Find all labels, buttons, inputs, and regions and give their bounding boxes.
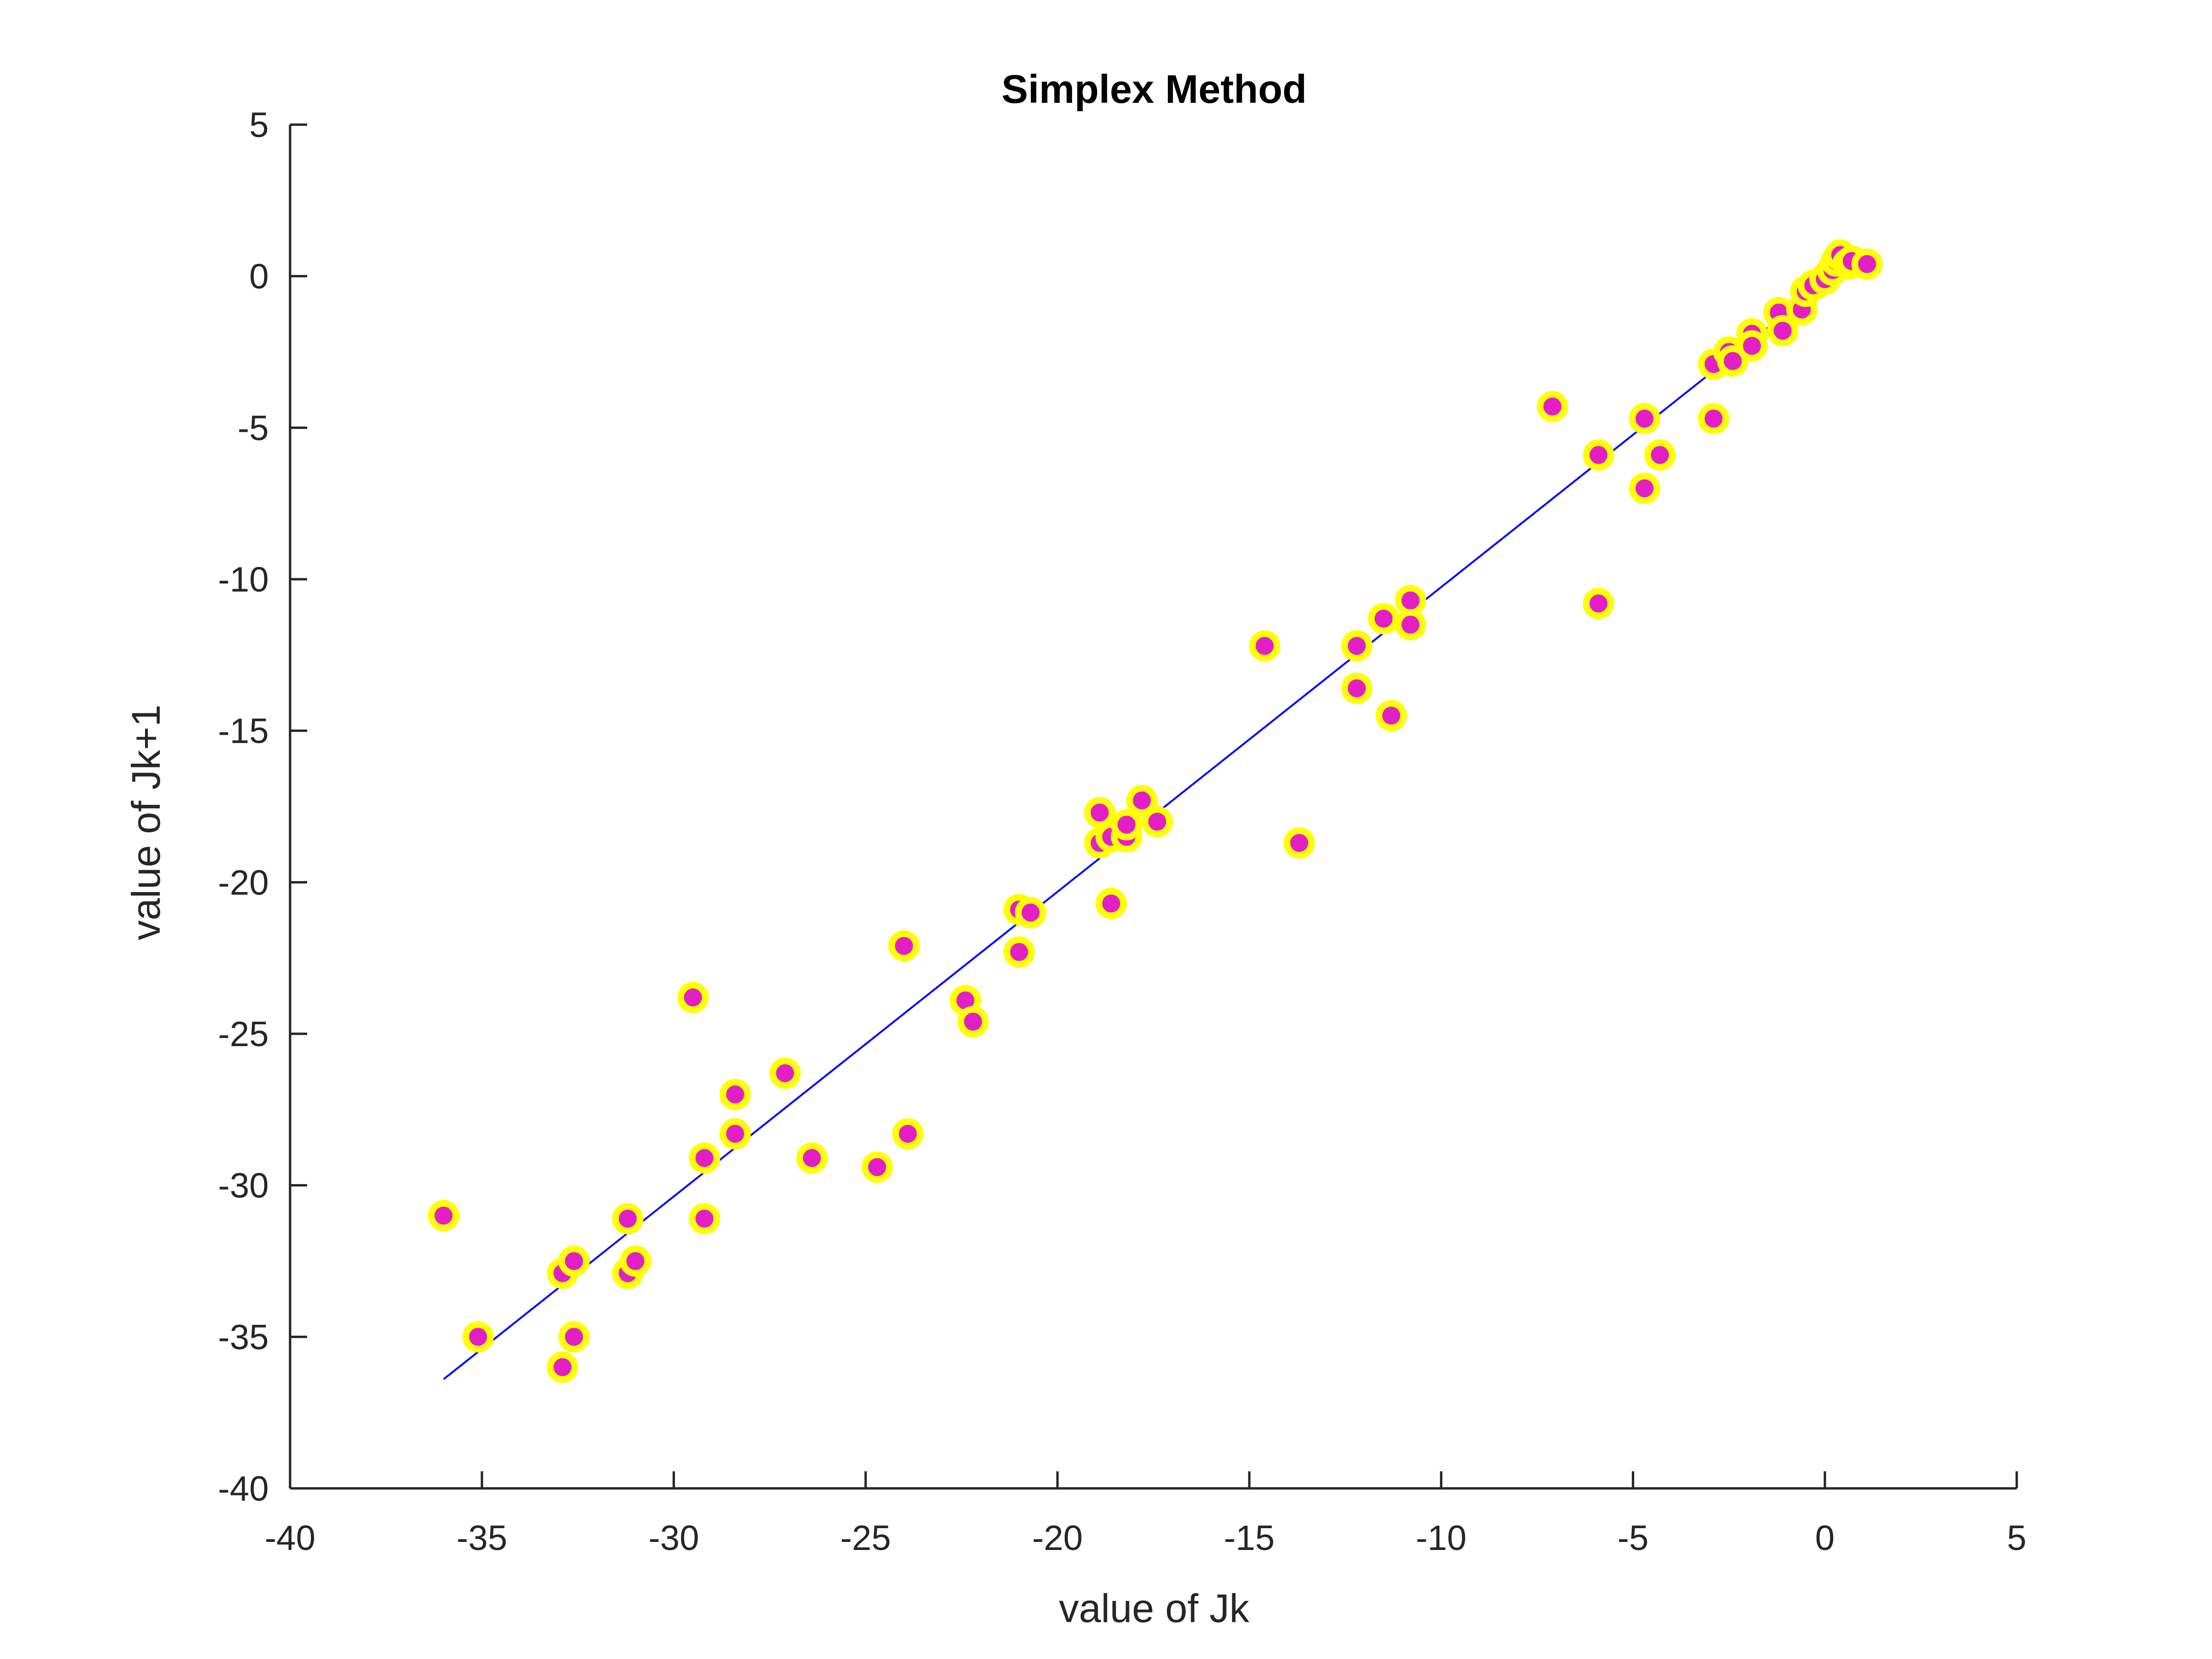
chart-title: Simplex Method — [1001, 67, 1307, 111]
scatter-point — [1583, 439, 1614, 471]
scatter-point — [957, 1006, 989, 1038]
scatter-point — [888, 930, 920, 962]
x-tick-label: -30 — [648, 1518, 699, 1558]
x-tick-label: -40 — [265, 1518, 316, 1558]
x-tick-label: 0 — [1815, 1518, 1835, 1558]
x-tick-label: -25 — [840, 1518, 891, 1558]
scatter-point — [719, 1118, 751, 1149]
scatter-point — [546, 1351, 578, 1383]
scatter-point — [619, 1245, 651, 1277]
x-axis-ticks: -40 -35 -30 -25 -20 -15 -10 -5 0 5 — [265, 1471, 2027, 1558]
scatter-point — [1084, 797, 1116, 829]
scatter-point — [1141, 806, 1173, 838]
scatter-point — [1851, 248, 1883, 280]
scatter-point — [892, 1118, 924, 1149]
scatter-point — [1284, 827, 1315, 859]
scatter-point — [1767, 315, 1799, 346]
scatter-point — [1375, 700, 1407, 731]
x-axis-title: value of Jk — [1059, 1586, 1250, 1631]
scatter-point — [1717, 345, 1748, 377]
scatter-point — [689, 1142, 720, 1174]
scatter-point — [1111, 809, 1142, 840]
scatter-point — [428, 1200, 459, 1231]
y-tick-label: 0 — [249, 257, 269, 296]
scatter-point — [612, 1203, 644, 1234]
scatter-point — [1394, 609, 1426, 640]
scatter-point — [1537, 391, 1568, 422]
y-tick-label: -5 — [237, 408, 269, 447]
scatter-point — [1698, 403, 1730, 435]
x-tick-label: -15 — [1224, 1518, 1274, 1558]
scatter-point — [1003, 936, 1035, 968]
scatter-point — [769, 1057, 801, 1089]
scatter-point — [1736, 330, 1768, 362]
axes — [289, 125, 2017, 1490]
scatter-point — [689, 1203, 720, 1234]
scatter-point — [1629, 403, 1660, 435]
y-tick-label: -30 — [218, 1166, 269, 1205]
x-tick-label: -5 — [1618, 1518, 1649, 1558]
scatter-point — [1368, 603, 1400, 635]
scatter-point — [796, 1142, 828, 1174]
y-tick-label: -20 — [218, 863, 269, 902]
y-tick-label: -25 — [218, 1014, 269, 1054]
x-tick-label: -35 — [456, 1518, 507, 1558]
scatter-point — [558, 1321, 590, 1353]
scatter-point — [1249, 630, 1281, 662]
x-tick-label: 5 — [2007, 1518, 2026, 1558]
scatter-series — [428, 239, 1883, 1383]
scatter-point — [861, 1151, 893, 1183]
y-tick-label: -15 — [218, 711, 269, 751]
scatter-point — [1629, 473, 1660, 504]
scatter-point — [1341, 673, 1373, 704]
scatter-point — [1644, 439, 1676, 471]
y-tick-label: -10 — [218, 560, 269, 599]
y-tick-label: 5 — [249, 105, 269, 145]
y-axis-ticks: -40 -35 -30 -25 -20 -15 -10 -5 0 5 — [218, 105, 307, 1508]
scatter-point — [1341, 630, 1373, 662]
scatter-point — [1015, 897, 1047, 929]
scatter-point — [1583, 588, 1614, 620]
scatter-point — [719, 1078, 751, 1110]
scatter-point — [677, 982, 709, 1013]
scatter-point — [1126, 784, 1158, 816]
scatter-point — [558, 1245, 590, 1277]
y-tick-label: -35 — [218, 1317, 269, 1357]
y-tick-label: -40 — [218, 1469, 269, 1508]
x-tick-label: -20 — [1032, 1518, 1083, 1558]
y-axis-title: value of Jk+1 — [124, 704, 168, 940]
scatter-point — [1095, 888, 1127, 920]
scatter-point — [462, 1321, 494, 1353]
x-tick-label: -10 — [1416, 1518, 1466, 1558]
